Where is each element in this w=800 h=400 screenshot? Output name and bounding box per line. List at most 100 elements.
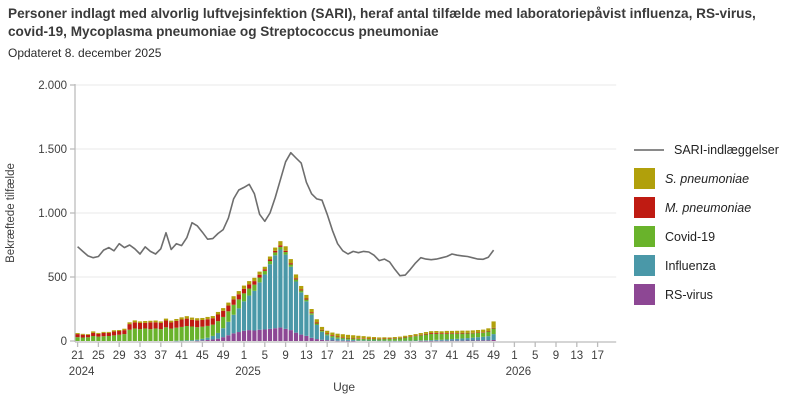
bar-segment <box>335 337 340 339</box>
bar-segment <box>309 337 314 341</box>
bar-segment <box>325 335 330 341</box>
legend-line-swatch <box>634 148 664 151</box>
bar-segment <box>247 284 252 289</box>
bar-segment <box>221 310 226 317</box>
bar-segment <box>356 335 361 339</box>
bar-segment <box>132 328 137 341</box>
bar-segment <box>403 335 408 338</box>
bar-segment <box>148 329 153 341</box>
bar-segment <box>470 330 475 333</box>
bar-segment <box>85 337 91 341</box>
bar-segment <box>195 327 200 340</box>
bar-segment <box>470 337 475 341</box>
bar-segment <box>221 328 226 338</box>
bar-segment <box>241 293 247 302</box>
bar-segment <box>189 317 195 320</box>
bar-segment <box>148 322 153 330</box>
bar-segment <box>335 333 340 337</box>
bar-segment <box>423 333 429 335</box>
bar-segment <box>319 329 325 331</box>
bar-segment <box>449 339 455 341</box>
bar-segment <box>455 333 460 339</box>
bar-segment <box>340 337 345 340</box>
bar-segment <box>397 338 403 341</box>
bar-segment <box>434 333 439 340</box>
bar-segment <box>325 330 330 334</box>
bar-segment <box>236 308 241 333</box>
bar-segment <box>361 336 366 339</box>
bar-segment <box>106 336 111 341</box>
bar-segment <box>475 332 481 333</box>
bar-segment <box>132 320 137 323</box>
bar-segment <box>423 340 429 342</box>
bar-segment <box>387 337 392 339</box>
bar-segment <box>429 331 434 334</box>
bar-segment <box>335 336 340 338</box>
bar-segment <box>252 290 257 331</box>
bar-segment <box>366 340 371 341</box>
bar-segment <box>80 337 85 341</box>
bar-segment <box>80 333 85 335</box>
chart-title: Personer indlagt med alvorlig luftvejsin… <box>8 6 756 39</box>
bar-segment <box>153 322 158 329</box>
bar-segment <box>231 314 236 334</box>
bar-segment <box>475 332 481 338</box>
bar-segment <box>252 284 257 291</box>
bar-segment <box>205 339 210 341</box>
bar-segment <box>345 338 351 340</box>
bar-segment <box>215 314 221 322</box>
bar-segment <box>241 330 247 341</box>
bar-segment <box>75 334 80 338</box>
bar-segment <box>449 340 455 342</box>
bar-segment <box>325 334 330 336</box>
bar-segment <box>174 318 179 321</box>
bar-segment <box>299 285 304 290</box>
bar-segment <box>278 249 283 328</box>
bar-segment <box>75 337 80 341</box>
bar-segment <box>475 340 481 341</box>
x-tick-label: 41 <box>446 350 459 362</box>
bar-segment <box>351 335 356 339</box>
y-tick-label: 1.000 <box>38 208 67 220</box>
bar-segment <box>174 327 179 341</box>
bar-segment <box>127 329 132 341</box>
y-tick-label: 0 <box>61 336 67 348</box>
bar-segment <box>465 333 470 339</box>
bar-segment <box>111 330 117 332</box>
bar-segment <box>210 335 215 340</box>
bar-segment <box>195 318 200 321</box>
bar-segment <box>460 333 465 339</box>
bar-segment <box>340 337 345 338</box>
bar-segment <box>392 340 397 342</box>
bar-segment <box>429 340 434 342</box>
bar-segment <box>304 294 309 299</box>
bar-segment <box>481 332 486 337</box>
bar-segment <box>423 334 429 341</box>
bar-segment <box>257 329 262 341</box>
bar-segment <box>169 328 174 341</box>
bar-segment <box>481 336 486 341</box>
x-tick-label: 49 <box>217 350 230 362</box>
bar-segment <box>262 274 267 330</box>
bar-segment <box>470 333 475 338</box>
bar-segment <box>439 340 444 342</box>
bar-segment <box>439 333 444 334</box>
x-tick-label: 5 <box>532 350 538 362</box>
legend-color-swatch <box>634 197 655 218</box>
bar-segment <box>434 340 439 342</box>
bar-segment <box>460 330 465 333</box>
bar-segment <box>382 337 387 339</box>
sari-line <box>77 151 495 277</box>
bar-segment <box>117 329 122 332</box>
x-year-label: 2024 <box>69 366 95 378</box>
bar-segment <box>262 266 267 270</box>
bar-segment <box>319 331 325 340</box>
bar-segment <box>283 328 288 341</box>
bar-segment <box>143 322 148 329</box>
bar-segment <box>96 336 101 341</box>
bar-segment <box>122 328 127 331</box>
bar-segment <box>262 269 267 271</box>
bar-segment <box>247 330 252 341</box>
bar-segment <box>226 335 231 341</box>
